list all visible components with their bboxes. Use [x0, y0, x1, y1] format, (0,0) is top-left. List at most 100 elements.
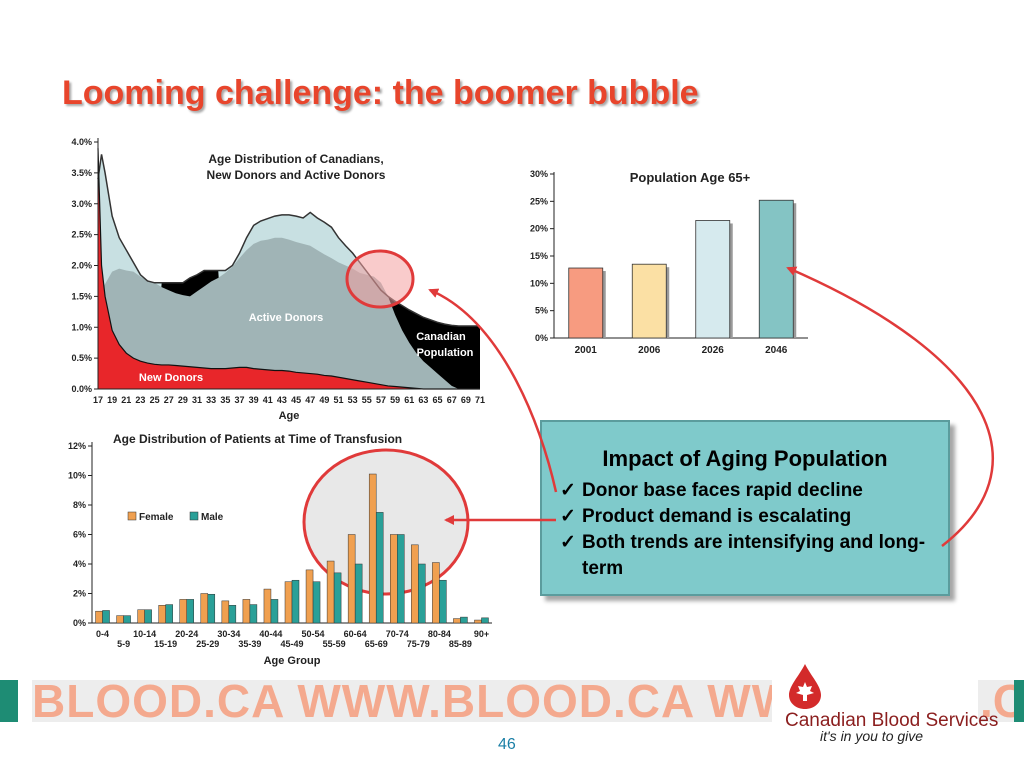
x-tick-label: 27	[164, 395, 174, 405]
x-tick-label: 67	[447, 395, 457, 405]
x-tick-label: 25	[150, 395, 160, 405]
x-tick-label: 59	[390, 395, 400, 405]
chart-title-line-2: New Donors and Active Donors	[207, 168, 386, 182]
y-tick-label: 4.0%	[71, 137, 92, 147]
y-tick-label: 6%	[73, 530, 86, 540]
impact-item-text: Both trends are intensifying and long-te…	[582, 532, 926, 579]
x-tick-label: 47	[305, 395, 315, 405]
x-tick-label: 71	[475, 395, 485, 405]
chart-title-line-1: Age Distribution of Canadians,	[208, 152, 383, 166]
x-tick-label: 21	[121, 395, 131, 405]
x-tick-label: 41	[263, 395, 273, 405]
x-tick-label: 33	[206, 395, 216, 405]
x-tick-label: 51	[334, 395, 344, 405]
x-axis-label: Age Group	[264, 655, 321, 667]
x-tick-label: 65-69	[365, 639, 388, 649]
x-tick-label: 60-64	[344, 629, 367, 639]
bar-female-15-19	[158, 605, 166, 624]
bar-female-45-49	[284, 581, 293, 624]
impact-item: ✓ Product demand is escalating	[560, 504, 948, 530]
x-tick-label: 65	[433, 395, 443, 405]
x-tick-label: 80-84	[428, 629, 451, 639]
y-tick-label: 25%	[530, 196, 548, 206]
active-donors-area	[98, 237, 480, 389]
org-tagline: it's in you to give	[820, 728, 924, 744]
x-tick-label: 15-19	[154, 639, 177, 649]
age-distribution-area-chart: 0.0% 0.5% 1.0% 1.5% 2.0% 2.5% 3.0% 3.5% 4.0% 17 19…	[71, 137, 485, 422]
legend-label-female: Female	[139, 512, 174, 523]
x-tick-label: 57	[376, 395, 386, 405]
y-tick-label: 0%	[535, 333, 548, 343]
bar-male-55-59	[333, 572, 342, 624]
legend-label-male: Male	[201, 512, 224, 523]
bar-male-10-14	[144, 609, 152, 624]
slide-title: Looming challenge: the boomer bubble	[62, 74, 699, 112]
bar-female-40-44	[263, 588, 272, 624]
x-axis-label: Age	[279, 410, 300, 422]
y-tick-label: 3.0%	[71, 199, 92, 209]
y-tick-label: 2.0%	[71, 261, 92, 271]
y-tick-label: 10%	[530, 278, 548, 288]
bar-male-35-39	[249, 604, 258, 624]
bar-male-5-9	[123, 615, 131, 624]
footer-band-right-accent	[1014, 680, 1024, 722]
y-tick-label: 1.0%	[71, 322, 92, 332]
x-tick-label: 43	[277, 395, 287, 405]
x-tick-label: 0-4	[96, 629, 109, 639]
label-canadian-population-line-2: Population	[417, 347, 474, 359]
x-tick-label: 75-79	[407, 639, 430, 649]
bar-male-80-84	[439, 579, 447, 624]
bar-2006	[631, 263, 667, 339]
x-tick-label: 70-74	[386, 629, 409, 639]
x-tick-label: 30-34	[217, 629, 240, 639]
x-tick-label: 2026	[702, 345, 725, 356]
bar-male-90+	[481, 617, 489, 624]
bar-male-85-89	[460, 616, 468, 624]
bar-female-10-14	[137, 609, 145, 624]
bar-2001	[568, 267, 604, 339]
bar-male-25-29	[207, 593, 216, 624]
footer-band-right: .CA	[978, 680, 1024, 722]
y-tick-label: 4%	[73, 559, 86, 569]
x-tick-label: 53	[348, 395, 358, 405]
x-tick-label: 85-89	[449, 639, 472, 649]
y-tick-label: 1.5%	[71, 291, 92, 301]
bar-male-75-79	[418, 563, 426, 624]
bar-male-30-34	[228, 605, 237, 624]
chart-title: Population Age 65+	[630, 170, 751, 185]
bar-male-65-69	[375, 512, 384, 624]
bar-female-65-69	[368, 473, 377, 624]
x-tick-label: 45-49	[280, 639, 303, 649]
bar-male-45-49	[291, 579, 300, 624]
x-tick-label: 29	[178, 395, 188, 405]
x-tick-label: 17	[93, 395, 103, 405]
x-tick-label: 55	[362, 395, 372, 405]
bar-2026	[695, 220, 731, 339]
bar-female-75-79	[411, 544, 419, 624]
y-tick-label: 20%	[530, 224, 548, 234]
check-icon: ✓	[560, 532, 576, 553]
x-tick-label: 2006	[638, 345, 661, 356]
x-tick-label: 2046	[765, 345, 788, 356]
y-tick-label: 0.5%	[71, 353, 92, 363]
bar-male-15-19	[165, 604, 173, 624]
x-tick-label: 31	[192, 395, 202, 405]
impact-callout-box: Impact of Aging Population ✓ Donor base f…	[540, 420, 950, 596]
bar-male-40-44	[270, 599, 279, 624]
footer-band-left-accent	[0, 680, 18, 722]
check-icon: ✓	[560, 506, 576, 527]
y-tick-label: 3.5%	[71, 168, 92, 178]
bar-female-90+	[474, 619, 482, 624]
bar-female-70-74	[390, 534, 398, 624]
x-tick-label: 25-29	[196, 639, 219, 649]
impact-item-text: Donor base faces rapid decline	[582, 480, 863, 501]
y-tick-label: 0.0%	[71, 384, 92, 394]
x-tick-label: 49	[319, 395, 329, 405]
bar-female-5-9	[116, 615, 124, 624]
bar-female-35-39	[242, 599, 251, 624]
chart-title: Age Distribution of Patients at Time of …	[113, 432, 402, 446]
bar-male-20-24	[186, 599, 194, 624]
y-tick-label: 10%	[68, 471, 86, 481]
population-line	[97, 154, 480, 327]
legend-swatch-male	[189, 511, 199, 521]
